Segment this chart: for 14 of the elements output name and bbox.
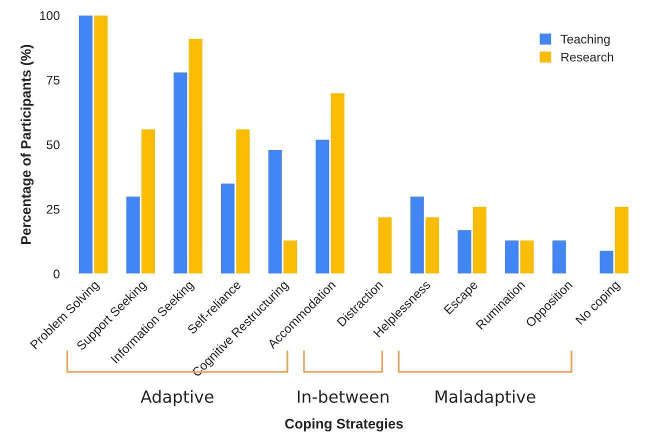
y-axis-title: Percentage of Participants (%) (20, 44, 34, 244)
bar (552, 240, 567, 274)
text: Maladaptive (436, 390, 536, 406)
legend-label: Research (561, 52, 614, 62)
legend-label: Teaching (560, 34, 610, 46)
bar (378, 216, 392, 274)
y-tick-label: 0 (54, 270, 60, 278)
y-tick-label: 100 (40, 11, 60, 20)
y-tick-label: 50 (46, 140, 60, 150)
y-tick-label: 75 (46, 76, 60, 85)
text: In-between (298, 390, 388, 403)
y-tick-label: 25 (46, 204, 60, 214)
text: Adaptive (140, 390, 214, 406)
x-axis-title: Coping Strategies (285, 418, 403, 432)
